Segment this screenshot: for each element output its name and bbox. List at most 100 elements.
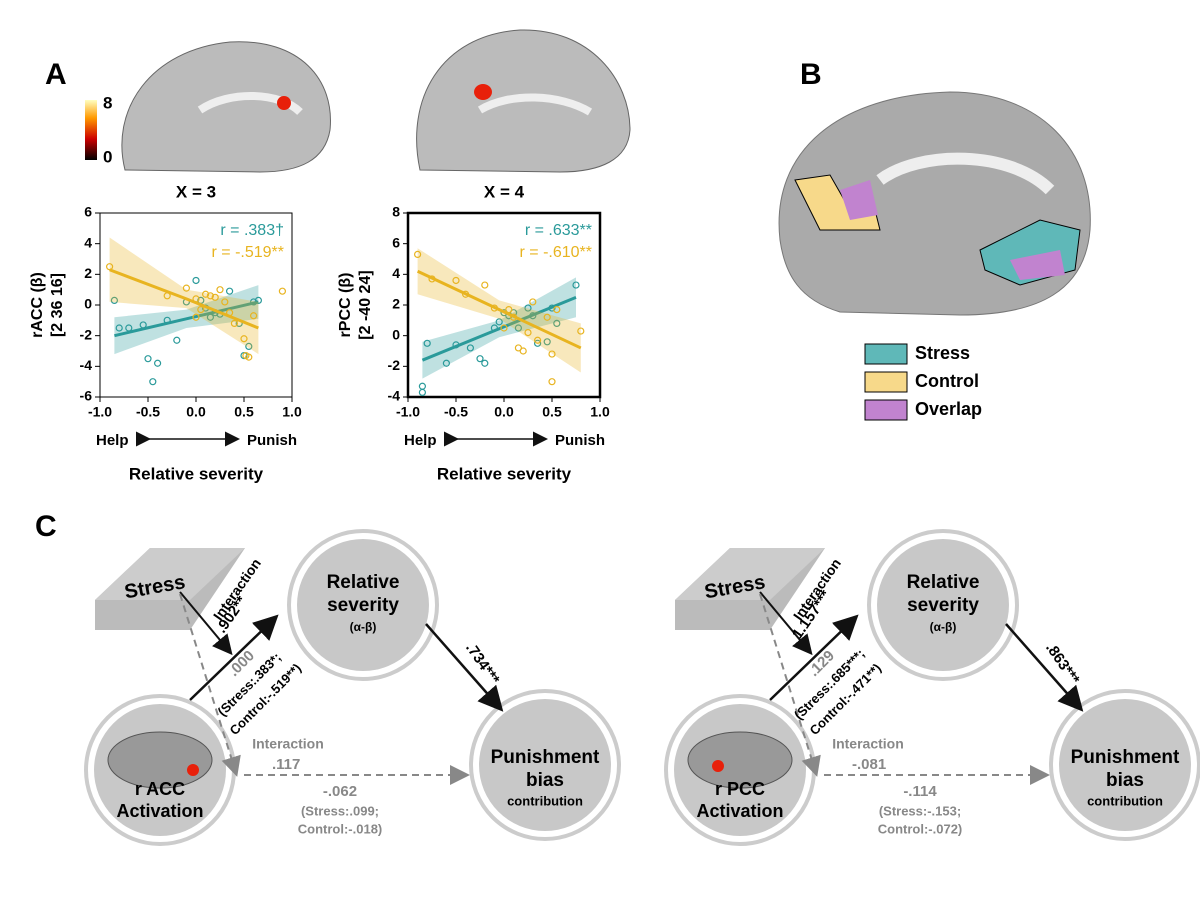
x-tick-label: -1.0	[396, 404, 420, 420]
data-point	[418, 388, 426, 396]
data-point	[173, 336, 181, 344]
node	[479, 699, 611, 831]
path-arrow	[179, 593, 241, 777]
y-tick-label: 4	[84, 234, 92, 250]
axis-end-label: Punish	[555, 432, 605, 449]
data-point	[105, 263, 114, 271]
annotation: r = .633**	[525, 222, 592, 239]
data-point	[254, 296, 262, 304]
path-arrow	[189, 614, 279, 701]
activation-blob	[712, 760, 724, 772]
data-point	[221, 298, 229, 306]
data-point	[206, 313, 214, 321]
node	[877, 539, 1009, 671]
data-point	[466, 344, 474, 352]
node-label: Relative	[907, 572, 980, 593]
node-label: severity	[907, 595, 979, 616]
y-tick-label: 6	[84, 204, 92, 220]
panel-label: C	[35, 510, 57, 543]
path-arrow	[769, 614, 859, 701]
x-tick-label: -0.5	[444, 404, 468, 420]
path-label: -.062	[323, 783, 357, 800]
node-label: (α-β)	[930, 620, 957, 634]
node-label: bias	[526, 770, 564, 791]
y-tick-label: -2	[80, 326, 93, 342]
node-label: severity	[327, 595, 399, 616]
data-point	[428, 275, 436, 283]
y-tick-label: -4	[388, 388, 401, 404]
data-point	[250, 298, 258, 306]
path-label: -.081	[852, 756, 886, 773]
data-point	[414, 250, 422, 258]
annotation: r = .383†	[220, 222, 284, 239]
data-point	[543, 313, 551, 321]
x-tick-label: 0.0	[494, 404, 514, 420]
node-label: Relative	[327, 572, 400, 593]
data-point	[230, 319, 238, 327]
data-point	[226, 309, 234, 317]
brain-slice	[121, 41, 331, 173]
fit-line	[109, 268, 259, 330]
y-axis-label: rPCC (β)	[337, 273, 354, 338]
y-tick-label: 6	[392, 234, 400, 250]
data-point	[529, 312, 537, 320]
data-point	[509, 313, 518, 321]
path-label: .734***	[462, 640, 503, 688]
path-arrow	[179, 591, 233, 656]
y-tick-label: -2	[388, 357, 401, 373]
data-point	[553, 306, 561, 314]
axis-end-label: Help	[96, 432, 129, 449]
plot-frame	[406, 211, 602, 399]
data-point	[481, 281, 489, 289]
node	[297, 539, 429, 671]
y-axis-label: [2 36 16]	[49, 273, 66, 337]
brain-slice	[778, 91, 1091, 316]
data-point	[144, 355, 152, 363]
data-point	[245, 353, 253, 361]
node-label: Activation	[116, 801, 203, 821]
y-tick-label: 2	[392, 296, 400, 312]
x-tick-label: 1.0	[282, 404, 302, 420]
path-arrow	[425, 623, 504, 712]
data-point	[115, 324, 123, 332]
data-point	[519, 347, 527, 355]
colorbar	[85, 100, 97, 160]
data-point	[245, 342, 253, 350]
brain-icon	[687, 731, 793, 789]
data-point	[163, 292, 171, 300]
legend-swatch	[864, 343, 908, 365]
chart-title: X = 3	[176, 182, 216, 201]
path-label: (Stress:.099;	[301, 803, 379, 818]
y-axis-label: rACC (β)	[29, 272, 46, 338]
node	[1059, 699, 1191, 831]
y-tick-label: -4	[80, 357, 93, 373]
data-point	[529, 298, 537, 306]
fit-line	[416, 269, 582, 350]
data-point	[462, 290, 470, 298]
brain-icon	[107, 731, 213, 789]
y-tick-label: -6	[80, 388, 93, 404]
node-label: Punishment	[1071, 747, 1180, 768]
data-point	[476, 355, 484, 363]
data-point	[139, 321, 147, 329]
data-point	[553, 319, 561, 327]
x-axis-label: Relative severity	[437, 464, 572, 483]
legend-swatch	[864, 399, 908, 421]
mediation-diagram: Stress Relativeseverity(α-β)Punishmentbia…	[84, 529, 621, 846]
x-tick-label: -1.0	[88, 404, 112, 420]
data-point	[216, 286, 224, 294]
data-point	[197, 306, 205, 314]
data-point	[548, 378, 556, 386]
data-point	[495, 318, 503, 326]
chart-title: X = 4	[484, 182, 525, 201]
activation-blob	[187, 764, 199, 776]
data-point	[548, 304, 556, 312]
node-label: r ACC	[135, 779, 185, 799]
x-tick-label: -0.5	[136, 404, 160, 420]
legend-label: Stress	[915, 343, 970, 363]
y-tick-label: 0	[392, 326, 400, 342]
data-point	[154, 359, 162, 367]
data-point	[192, 295, 200, 303]
colorbar-label: 0	[103, 147, 112, 166]
